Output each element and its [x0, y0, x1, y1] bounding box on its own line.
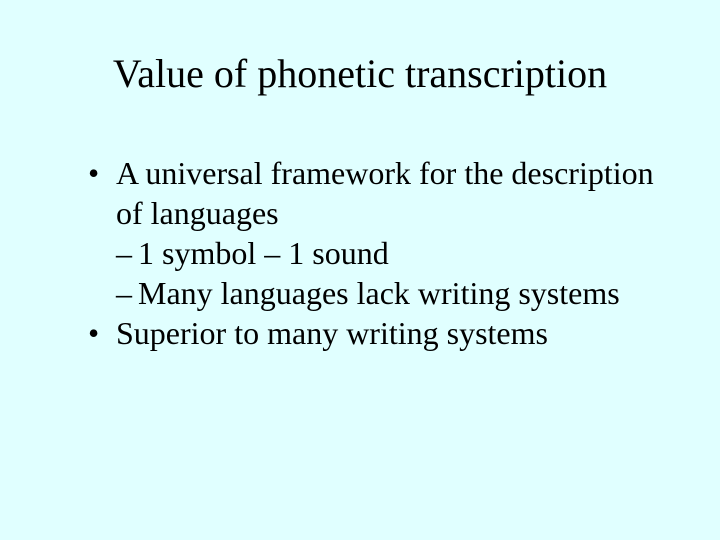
bullet-marker: • — [88, 313, 116, 353]
sub-list: – 1 symbol – 1 sound – Many languages la… — [88, 233, 660, 313]
sub-bullet-item: – Many languages lack writing systems — [116, 273, 660, 313]
dash-marker: – — [116, 233, 138, 273]
slide-body: • A universal framework for the descript… — [60, 153, 660, 353]
slide: Value of phonetic transcription • A univ… — [0, 0, 720, 540]
slide-title: Value of phonetic transcription — [60, 50, 660, 97]
dash-marker: – — [116, 273, 138, 313]
sub-bullet-text: Many languages lack writing systems — [138, 273, 660, 313]
sub-bullet-text: 1 symbol – 1 sound — [138, 233, 660, 273]
bullet-marker: • — [88, 153, 116, 233]
bullet-text: A universal framework for the descriptio… — [116, 153, 660, 233]
bullet-text: Superior to many writing systems — [116, 313, 660, 353]
sub-bullet-item: – 1 symbol – 1 sound — [116, 233, 660, 273]
bullet-item: • A universal framework for the descript… — [88, 153, 660, 233]
bullet-item: • Superior to many writing systems — [88, 313, 660, 353]
